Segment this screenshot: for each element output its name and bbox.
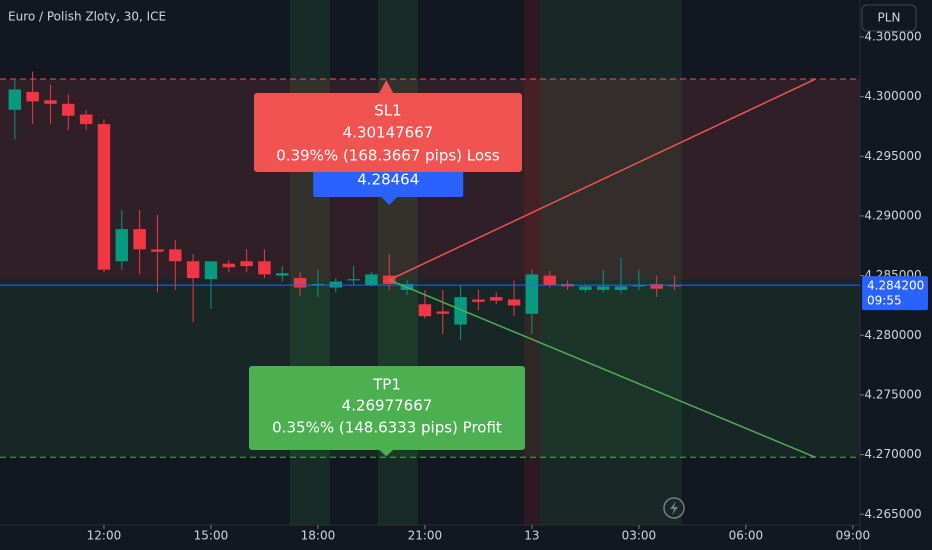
candle-body bbox=[436, 311, 449, 314]
entry-arrow bbox=[381, 197, 398, 205]
price-tag-countdown: 09:55 bbox=[867, 294, 902, 308]
candle-body bbox=[579, 286, 592, 290]
candle-body bbox=[240, 261, 253, 267]
lightning-glyph bbox=[670, 501, 678, 515]
x-tick-label: 06:00 bbox=[729, 529, 764, 543]
sl-path bbox=[388, 78, 816, 281]
x-tick-label: 09:00 bbox=[836, 529, 871, 543]
candle-body bbox=[596, 286, 610, 290]
y-tick-label: 4.275000 bbox=[864, 387, 921, 401]
x-tick-label: 15:00 bbox=[194, 529, 229, 543]
sl-text: 0.39%% (168.3667 pips) Loss bbox=[276, 147, 500, 165]
candle-body bbox=[632, 285, 646, 287]
candle-body bbox=[133, 229, 146, 250]
candle-body bbox=[44, 100, 57, 104]
candle-body bbox=[222, 263, 236, 268]
candle-body bbox=[169, 249, 182, 262]
candle-body bbox=[454, 297, 467, 325]
y-tick-label: 4.295000 bbox=[864, 149, 921, 163]
candles bbox=[8, 71, 681, 341]
x-tick-label: 12:00 bbox=[87, 529, 122, 543]
price-axis bbox=[860, 0, 932, 550]
sl-box: SL1 4.30147667 0.39%% (168.3667 pips) Loss bbox=[254, 80, 522, 172]
entry-label: 4.28464 bbox=[313, 166, 464, 205]
session-band bbox=[540, 0, 682, 525]
candle-body bbox=[115, 229, 129, 262]
candle-body bbox=[293, 278, 307, 288]
candle-body bbox=[329, 281, 343, 288]
candle-body bbox=[151, 249, 164, 252]
candle-body bbox=[258, 261, 271, 275]
sl-name: SL1 bbox=[374, 102, 401, 120]
y-tick-label: 4.300000 bbox=[864, 89, 921, 103]
candle-body bbox=[543, 275, 556, 286]
session-band bbox=[524, 0, 540, 525]
chart-title: Euro / Polish Zloty, 30, ICE bbox=[8, 10, 166, 24]
candle-body bbox=[62, 103, 75, 116]
tp-arrow bbox=[378, 449, 395, 457]
candle-body bbox=[668, 285, 681, 287]
y-tick-label: 4.290000 bbox=[864, 208, 921, 222]
candle-body bbox=[365, 274, 378, 286]
tp-rect bbox=[249, 366, 525, 450]
x-tick-label: 18:00 bbox=[301, 529, 336, 543]
y-tick-label: 4.270000 bbox=[864, 447, 921, 461]
tp-text: 0.35%% (148.6333 pips) Profit bbox=[272, 419, 502, 437]
tp-price: 4.26977667 bbox=[342, 397, 433, 415]
candle-body bbox=[507, 299, 521, 306]
tp-name: TP1 bbox=[372, 376, 401, 394]
candle-body bbox=[97, 124, 111, 270]
candle-body bbox=[490, 297, 503, 301]
tp-path bbox=[388, 279, 816, 458]
candle-body bbox=[276, 273, 289, 276]
candle-body bbox=[418, 304, 432, 317]
session-bands bbox=[290, 0, 682, 525]
sl-price: 4.30147667 bbox=[343, 124, 434, 142]
currency-label[interactable]: PLN bbox=[878, 11, 901, 25]
entry-box bbox=[313, 166, 464, 197]
price-tag-box bbox=[862, 276, 928, 311]
overlay: 4.28464 SL1 4.30147667 0.39%% (168.3667 pip… bbox=[0, 78, 928, 458]
x-tick-label: 13 bbox=[524, 529, 539, 543]
y-tick-label: 4.305000 bbox=[864, 29, 921, 43]
sl-rect bbox=[254, 93, 522, 172]
price-tag-value: 4.284200 bbox=[867, 279, 924, 293]
x-tick-label: 03:00 bbox=[622, 529, 657, 543]
candle-body bbox=[204, 261, 218, 280]
y-tick-label: 4.265000 bbox=[864, 507, 921, 521]
sl-arrow bbox=[379, 80, 394, 93]
candle-body bbox=[26, 91, 39, 102]
tp-box: TP1 4.26977667 0.35%% (148.6333 pips) Prof… bbox=[249, 366, 525, 457]
y-tick-label: 4.280000 bbox=[864, 328, 921, 342]
candle-body bbox=[8, 89, 22, 110]
currency-button[interactable] bbox=[861, 4, 917, 32]
candle-body bbox=[186, 261, 200, 279]
candle-body bbox=[525, 274, 539, 314]
candle-body bbox=[650, 283, 663, 289]
candle-body bbox=[614, 286, 628, 290]
lightning-icon[interactable] bbox=[663, 497, 685, 519]
x-tick-label: 21:00 bbox=[408, 529, 443, 543]
candle-body bbox=[311, 283, 325, 285]
entry-price: 4.28464 bbox=[357, 171, 419, 189]
candle-body bbox=[472, 299, 485, 302]
candle-body bbox=[347, 279, 360, 281]
candle-body bbox=[79, 114, 93, 125]
